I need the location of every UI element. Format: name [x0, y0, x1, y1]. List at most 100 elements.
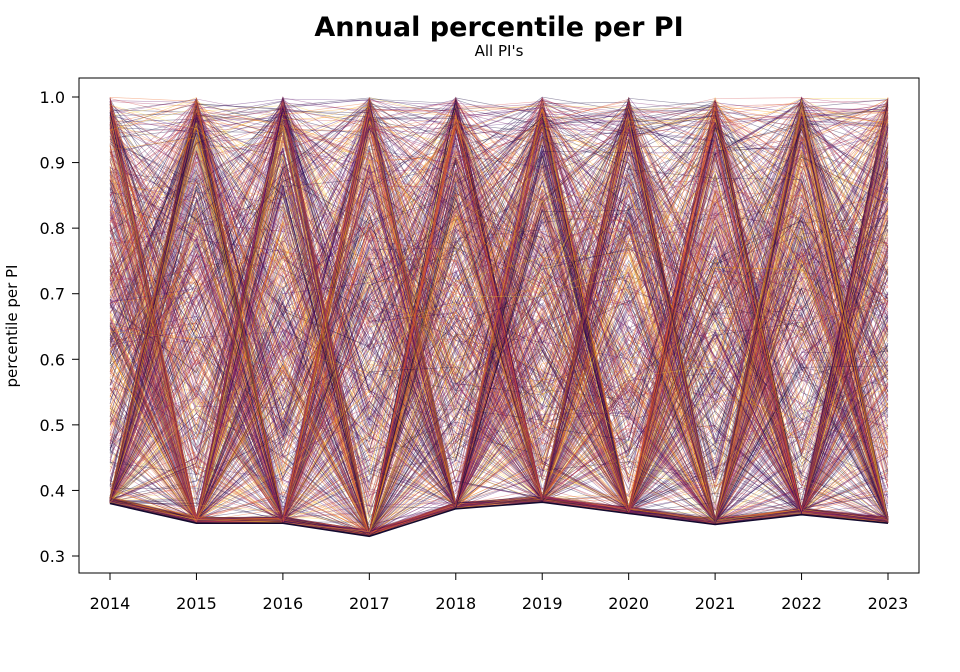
series-line: [109, 103, 889, 519]
series-line: [109, 108, 889, 520]
series-line: [109, 103, 889, 537]
series-line: [109, 108, 889, 519]
series-line: [109, 108, 889, 536]
series-line: [109, 105, 889, 523]
series-line: [109, 129, 889, 523]
series-line: [109, 104, 889, 519]
series-line: [109, 156, 889, 524]
series-line: [109, 113, 889, 537]
series-line: [109, 110, 889, 523]
series-line: [109, 156, 889, 512]
series-line: [109, 142, 889, 519]
series-line: [109, 107, 889, 537]
series-line: [109, 106, 889, 524]
series-line: [109, 105, 889, 509]
series-line: [109, 129, 889, 533]
series-line: [109, 105, 889, 519]
series-line: [109, 98, 889, 522]
series-line: [109, 102, 889, 522]
series-line: [109, 128, 889, 532]
series-line: [109, 112, 889, 534]
series-line: [109, 153, 889, 524]
series-line: [109, 99, 889, 535]
series-line: [109, 121, 889, 538]
series-line: [109, 100, 889, 520]
series-line: [109, 167, 889, 535]
series-line: [109, 113, 889, 523]
series-line: [109, 100, 889, 525]
series-line: [109, 115, 889, 519]
series-line: [109, 112, 889, 535]
series-line: [109, 99, 889, 520]
series-line: [109, 192, 889, 522]
series-line: [109, 125, 889, 517]
series-line: [109, 138, 889, 524]
series-line: [109, 100, 889, 519]
series-line: [109, 123, 889, 532]
series-line: [109, 114, 889, 521]
series-line: [109, 173, 889, 521]
series-line: [109, 115, 889, 520]
series-line: [109, 134, 889, 533]
series-line: [109, 107, 889, 520]
series-line: [109, 101, 889, 523]
series-line: [109, 101, 889, 523]
series-line: [109, 99, 889, 536]
series-line: [109, 125, 889, 535]
series-line: [109, 149, 889, 521]
series-line: [109, 146, 889, 497]
series-line: [109, 138, 889, 515]
series-line: [109, 192, 889, 537]
series-line: [109, 111, 889, 521]
x-tick-label: 2019: [522, 594, 563, 613]
series-line: [109, 107, 889, 535]
series-line: [109, 118, 889, 504]
series-line: [109, 136, 889, 533]
series-line: [109, 135, 889, 536]
series-line: [109, 103, 889, 533]
series-line: [109, 119, 889, 520]
series-line: [109, 229, 889, 519]
series-line: [109, 117, 889, 521]
series-line: [109, 112, 889, 534]
series-line: [109, 125, 889, 524]
series-line: [109, 125, 889, 536]
series-line: [109, 120, 889, 497]
series-line: [109, 98, 889, 522]
series-line: [109, 229, 889, 521]
series-line: [109, 100, 889, 523]
series-line: [109, 98, 889, 524]
series-line: [109, 98, 889, 521]
series-line: [109, 122, 889, 523]
series-line: [109, 97, 889, 520]
series-line: [109, 105, 889, 537]
series-line: [109, 101, 889, 533]
series-line: [109, 109, 889, 533]
series-line: [109, 97, 889, 523]
series-line: [109, 195, 889, 512]
series-line: [109, 135, 889, 520]
series-line: [109, 105, 889, 524]
series-line: [109, 125, 889, 520]
series-line: [109, 124, 889, 534]
series-line: [109, 114, 889, 523]
series-line: [109, 110, 889, 519]
series-line: [109, 99, 889, 532]
series-line: [109, 105, 889, 533]
series-line: [109, 124, 889, 535]
series-line: [109, 124, 889, 519]
series-line: [109, 105, 889, 534]
x-axis: 2014 2015 2016 2017 2018 2019 2020 2021 2022 2023: [90, 573, 908, 613]
series-line: [109, 117, 889, 513]
series-line: [109, 217, 889, 519]
series-line: [109, 111, 889, 524]
y-axis-label: percentile per PI: [3, 265, 21, 388]
series-line: [109, 123, 889, 512]
series-line: [109, 119, 889, 521]
series-line: [109, 128, 889, 525]
series-line: [109, 98, 889, 535]
series-line: [109, 119, 889, 523]
series-line: [109, 101, 889, 537]
series-line: [109, 157, 889, 533]
series-line: [109, 97, 889, 533]
